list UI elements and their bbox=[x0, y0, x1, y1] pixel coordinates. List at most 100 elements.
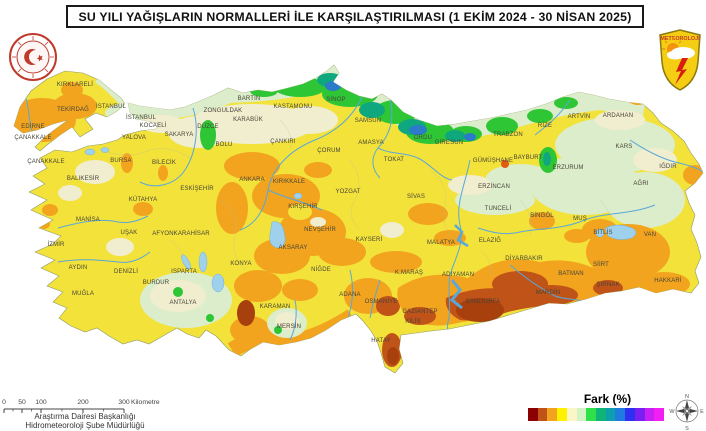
legend-swatch bbox=[576, 408, 587, 421]
city-label: GİRESUN bbox=[435, 139, 463, 146]
city-label: BURDUR bbox=[143, 280, 170, 286]
city-label: KAYSERİ bbox=[356, 236, 383, 243]
city-label: KARABÜK bbox=[233, 116, 263, 123]
city-label: ÇORUM bbox=[317, 148, 340, 154]
scale-tick-0: 0 bbox=[2, 399, 6, 406]
scale-tick-100: 100 bbox=[35, 399, 47, 406]
scale-tick-200: 200 bbox=[77, 399, 89, 406]
city-label: ESKİŞEHİR bbox=[180, 185, 214, 192]
legend-swatch bbox=[557, 408, 567, 421]
city-label: BİTLİS bbox=[593, 229, 612, 236]
city-label: SAMSUN bbox=[355, 118, 382, 124]
compass-w: W bbox=[669, 409, 675, 415]
city-label: MERSİN bbox=[277, 323, 301, 330]
legend-swatch bbox=[596, 408, 606, 421]
city-label: MUĞLA bbox=[72, 290, 94, 297]
city-label: ŞANLIURFA bbox=[466, 299, 501, 305]
city-label: DENİZLİ bbox=[114, 268, 138, 275]
meteoroloji-shield-logo: METEOROLOJİ bbox=[656, 28, 704, 92]
legend-swatch bbox=[634, 408, 645, 421]
city-label: ERZİNCAN bbox=[478, 183, 510, 190]
city-label: BİNGÖL bbox=[530, 212, 554, 219]
city-label: AMASYA bbox=[358, 140, 383, 146]
legend-swatch bbox=[537, 408, 548, 421]
map-title: SU YILI YAĞIŞLARIN NORMALLERİ İLE KARŞIL… bbox=[78, 9, 632, 24]
city-label: KONYA bbox=[230, 261, 251, 267]
city-label: BARTIN bbox=[238, 96, 261, 102]
attribution: Araştırma Dairesi Başkanlığı Hidrometeor… bbox=[0, 412, 170, 430]
legend-swatch bbox=[644, 408, 655, 421]
city-label: ŞIRNAK bbox=[596, 282, 619, 288]
city-label: KIRIKKALE bbox=[273, 179, 305, 185]
city-label: HATAY bbox=[371, 338, 390, 344]
city-label: OSMANİYE bbox=[365, 298, 398, 305]
city-label: MUŞ bbox=[573, 216, 587, 222]
compass-n: N bbox=[685, 394, 689, 400]
city-label: ÇANKIRI bbox=[270, 139, 296, 145]
city-label: DİYARBAKIR bbox=[505, 255, 543, 262]
scale-unit: Kilometre bbox=[131, 399, 160, 406]
city-label: AKSARAY bbox=[279, 245, 308, 251]
ministry-seal-logo bbox=[6, 30, 60, 84]
legend-title: Fark (%) bbox=[583, 392, 632, 406]
lakes bbox=[84, 147, 637, 293]
city-label: ÇANAKKALE bbox=[14, 135, 51, 141]
city-label: TRABZON bbox=[493, 132, 523, 138]
city-label: SİNOP bbox=[326, 96, 345, 103]
city-label: ORDU bbox=[414, 135, 432, 141]
city-label: UŞAK bbox=[121, 230, 138, 236]
city-label: BOLU bbox=[216, 142, 233, 148]
province-borders bbox=[99, 119, 612, 279]
legend-swatch bbox=[605, 408, 616, 421]
legend-swatch bbox=[547, 408, 558, 421]
city-label: SİVAS bbox=[407, 193, 425, 200]
city-label: ARDAHAN bbox=[603, 113, 633, 119]
city-label: ZONGULDAK bbox=[204, 108, 243, 114]
legend-swatch bbox=[528, 408, 538, 421]
city-label: KARS bbox=[616, 144, 633, 150]
legend: Fark (%) bbox=[500, 392, 670, 421]
meteoroloji-label: METEOROLOJİ bbox=[660, 35, 700, 42]
city-label: BAYBURT bbox=[514, 155, 543, 161]
meteoroloji-shield-icon: METEOROLOJİ bbox=[659, 29, 701, 91]
city-label: YOZGAT bbox=[335, 189, 360, 195]
legend-colorbar bbox=[528, 408, 665, 421]
city-label: K.MARAŞ bbox=[395, 270, 423, 276]
city-label: ADIYAMAN bbox=[442, 272, 474, 278]
city-label: KİLİS bbox=[405, 318, 420, 325]
city-label: BATMAN bbox=[558, 271, 583, 277]
ministry-seal-icon bbox=[9, 33, 57, 81]
city-label: İZMİR bbox=[47, 241, 65, 248]
city-label: BURSA bbox=[110, 158, 131, 164]
scale-bar: 0 50 100 200 300 Kilometre bbox=[2, 399, 160, 413]
legend-swatch bbox=[654, 408, 665, 421]
city-label: VAN bbox=[644, 232, 656, 238]
city-label: KOCAELİ bbox=[139, 122, 166, 129]
city-label: YALOVA bbox=[122, 135, 146, 141]
city-label: ANKARA bbox=[239, 177, 265, 183]
city-label: RİZE bbox=[538, 122, 552, 129]
city-label: BİLECİK bbox=[152, 159, 176, 166]
anomaly-patches bbox=[14, 65, 703, 367]
city-label: GAZİANTEP bbox=[402, 308, 437, 315]
city-label: BALIKESİR bbox=[67, 175, 100, 182]
city-label: KIRŞEHİR bbox=[288, 203, 318, 210]
compass-s: S bbox=[685, 426, 689, 431]
city-label: KASTAMONU bbox=[274, 104, 313, 110]
attribution-line1: Araştırma Dairesi Başkanlığı bbox=[34, 412, 136, 421]
city-label: ÇANAKKALE bbox=[27, 159, 64, 165]
city-label: İSTANBUL bbox=[96, 103, 127, 110]
city-label: NİĞDE bbox=[311, 266, 331, 273]
city-label: TUNCELİ bbox=[485, 205, 512, 212]
city-label: ISPARTA bbox=[171, 269, 197, 275]
city-label: IĞDIR bbox=[659, 163, 677, 170]
city-label: MARDİN bbox=[536, 289, 561, 296]
city-label: ANTALYA bbox=[169, 300, 196, 306]
compass-rose-icon: N E S W bbox=[669, 394, 704, 431]
city-label: KARAMAN bbox=[260, 304, 291, 310]
legend-swatch bbox=[625, 408, 635, 421]
city-label: ARTVİN bbox=[568, 113, 591, 120]
city-label: ERZURUM bbox=[552, 165, 583, 171]
city-label: NEVŞEHİR bbox=[304, 226, 336, 233]
